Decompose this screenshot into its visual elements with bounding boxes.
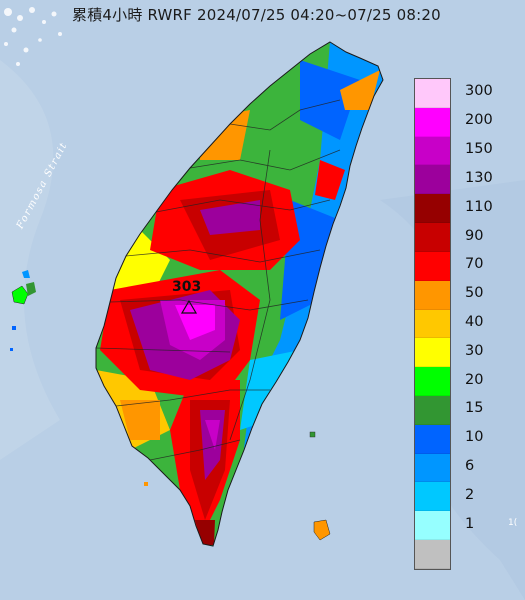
legend-swatch (415, 482, 450, 512)
legend-label: 6 (465, 458, 475, 475)
legend-swatch (415, 338, 450, 368)
legend-swatch (415, 107, 450, 137)
legend-label: 10 (465, 429, 484, 446)
legend-swatch (415, 395, 450, 425)
legend-label: 15 (465, 400, 484, 417)
legend-label: 20 (465, 371, 484, 388)
legend-swatch (415, 136, 450, 166)
map-title: 累積4小時 RWRF 2024/07/25 04:20~07/25 08:20 (72, 6, 441, 24)
legend-swatch (415, 251, 450, 281)
legend-swatch (415, 540, 450, 569)
legend-labels: 300 200 150 130 110 90 70 50 40 30 20 15 10 6 2 1 (459, 78, 519, 568)
legend-label: 110 (465, 198, 493, 215)
legend-label: 50 (465, 285, 484, 302)
corner-text: 1( (508, 518, 518, 528)
legend-label: 90 (465, 227, 484, 244)
legend-label: 70 (465, 256, 484, 273)
legend-swatch (415, 280, 450, 310)
penghu-islands (10, 270, 36, 351)
legend-swatch (415, 453, 450, 483)
legend-swatch (415, 367, 450, 396)
legend-swatch (415, 424, 450, 454)
legend-swatch (415, 309, 450, 339)
legend-label: 200 (465, 112, 493, 129)
cloud-speckles (4, 7, 62, 66)
eastern-islands (144, 431, 331, 541)
legend-swatch (415, 79, 450, 108)
legend-swatch (415, 511, 450, 540)
max-triangle-icon (181, 300, 197, 314)
legend-label: 40 (465, 314, 484, 330)
legend-label: 150 (465, 141, 493, 158)
max-value-label: 303 (172, 279, 202, 295)
legend-swatch (415, 223, 450, 252)
legend-swatch (415, 194, 450, 224)
legend-swatch (415, 165, 450, 195)
legend-label: 2 (465, 486, 475, 503)
legend-colorbar (414, 78, 451, 570)
legend-label: 30 (465, 342, 484, 359)
legend-label: 1 (465, 515, 475, 532)
legend-label: 130 (465, 169, 493, 186)
legend-label: 300 (465, 83, 493, 100)
taiwan-coastline (95, 41, 384, 547)
